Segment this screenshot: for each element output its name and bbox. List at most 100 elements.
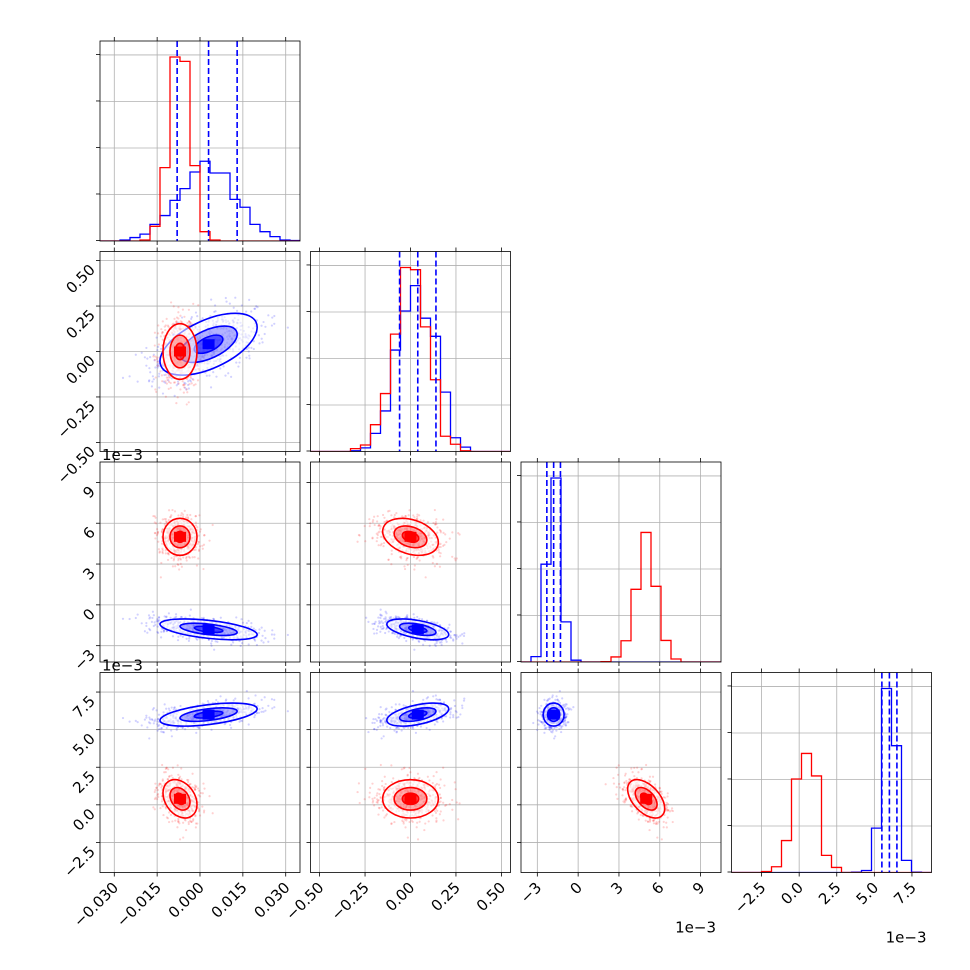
x-tick-label-p0: −0.030	[70, 879, 122, 931]
scatter-point	[157, 713, 161, 716]
scatter-point	[457, 715, 460, 719]
scatter-point	[398, 635, 401, 638]
scatter-point	[388, 616, 391, 619]
scatter-point	[175, 401, 178, 405]
scatter-point	[391, 632, 394, 635]
scatter-point	[214, 640, 217, 643]
scatter-point	[196, 542, 200, 545]
scatter-point	[416, 513, 419, 516]
scatter-point	[437, 698, 440, 701]
scatter-point	[196, 638, 199, 641]
y-tick-label-p1: 0.50	[62, 261, 98, 297]
scatter-point	[381, 622, 385, 625]
scatter-point	[377, 716, 380, 719]
scatter-point	[453, 633, 456, 637]
scatter-point	[180, 767, 183, 770]
scatter-point	[402, 704, 405, 707]
scatter-point	[165, 376, 169, 379]
scatter-point	[439, 698, 442, 702]
y-tick-label-p3: 2.5	[69, 767, 99, 797]
scatter-point	[433, 723, 436, 726]
scatter-point	[198, 814, 202, 817]
scatter-point	[413, 568, 416, 571]
scatter-point	[172, 708, 175, 711]
scatter-point	[180, 320, 183, 324]
scatter-point	[164, 328, 167, 332]
scatter-point	[189, 513, 192, 517]
scatter-point	[158, 372, 161, 375]
y-tick-label-p2: 3	[79, 564, 98, 583]
scatter-point	[273, 633, 276, 636]
scatter-point	[198, 727, 201, 730]
scatter-point	[412, 555, 416, 559]
scatter-point	[255, 711, 258, 714]
scatter-point	[379, 616, 382, 620]
scatter-point	[148, 716, 151, 719]
scatter-point	[212, 370, 215, 374]
scatter-point	[156, 364, 159, 367]
peak-p2-vs-p1-series-0	[411, 624, 424, 635]
scatter-point	[207, 638, 211, 641]
scatter-point	[403, 726, 406, 729]
scatter-point	[391, 631, 394, 634]
scatter-point	[145, 624, 148, 627]
scatter-point	[396, 615, 400, 619]
scatter-point	[163, 517, 166, 521]
scatter-point	[164, 381, 167, 384]
scatter-point	[181, 380, 184, 383]
scatter-point	[453, 699, 456, 702]
scatter-point	[396, 635, 399, 638]
scatter-point	[432, 695, 435, 698]
scatter-point	[380, 627, 383, 630]
scatter-point	[254, 694, 257, 697]
scatter-point	[411, 638, 414, 641]
scatter-point	[390, 514, 393, 517]
scatter-point	[155, 786, 158, 789]
scatter-point	[189, 819, 192, 822]
scatter-point	[271, 629, 274, 632]
scatter-point	[176, 563, 179, 566]
scatter-point	[191, 819, 195, 822]
scatter-point	[157, 616, 161, 619]
scatter-point	[390, 563, 393, 566]
scatter-point	[397, 637, 400, 640]
scatter-point	[199, 528, 202, 531]
scatter-point	[179, 388, 182, 391]
scatter-point	[432, 521, 435, 525]
histogram-p1-series-1	[310, 266, 511, 452]
scatter-point	[160, 530, 163, 533]
scatter-point	[151, 708, 154, 711]
scatter-point	[160, 561, 163, 565]
scatter-point	[228, 302, 231, 305]
scatter-point	[158, 551, 161, 554]
scatter-point	[188, 614, 191, 617]
scatter-point	[128, 617, 131, 621]
scatter-point	[374, 620, 377, 623]
scatter-point	[145, 364, 148, 367]
scatter-point	[173, 616, 176, 619]
scatter-point	[174, 615, 178, 619]
scatter-point	[186, 513, 189, 517]
scatter-point	[241, 621, 245, 624]
scatter-point	[379, 544, 382, 547]
scatter-point	[148, 737, 151, 740]
scatter-point	[189, 782, 192, 786]
scatter-point	[426, 619, 429, 622]
scatter-point	[162, 711, 165, 714]
scatter-point	[187, 380, 190, 383]
scatter-point	[182, 391, 185, 394]
scatter-point	[197, 726, 200, 729]
scatter-point	[238, 361, 241, 364]
histogram-p2-series-0	[521, 477, 721, 662]
scatter-point	[273, 706, 276, 709]
scatter-point	[149, 356, 152, 359]
scatter-point	[286, 710, 289, 713]
scatter-point	[183, 386, 186, 389]
peak-p2-vs-p1-series-1	[404, 531, 417, 542]
scatter-point	[170, 706, 173, 709]
scatter-point	[449, 711, 452, 714]
scatter-point	[160, 786, 163, 789]
scatter-point	[175, 316, 179, 319]
y-tick-label-p2: 6	[79, 523, 98, 542]
scatter-point	[164, 520, 167, 523]
